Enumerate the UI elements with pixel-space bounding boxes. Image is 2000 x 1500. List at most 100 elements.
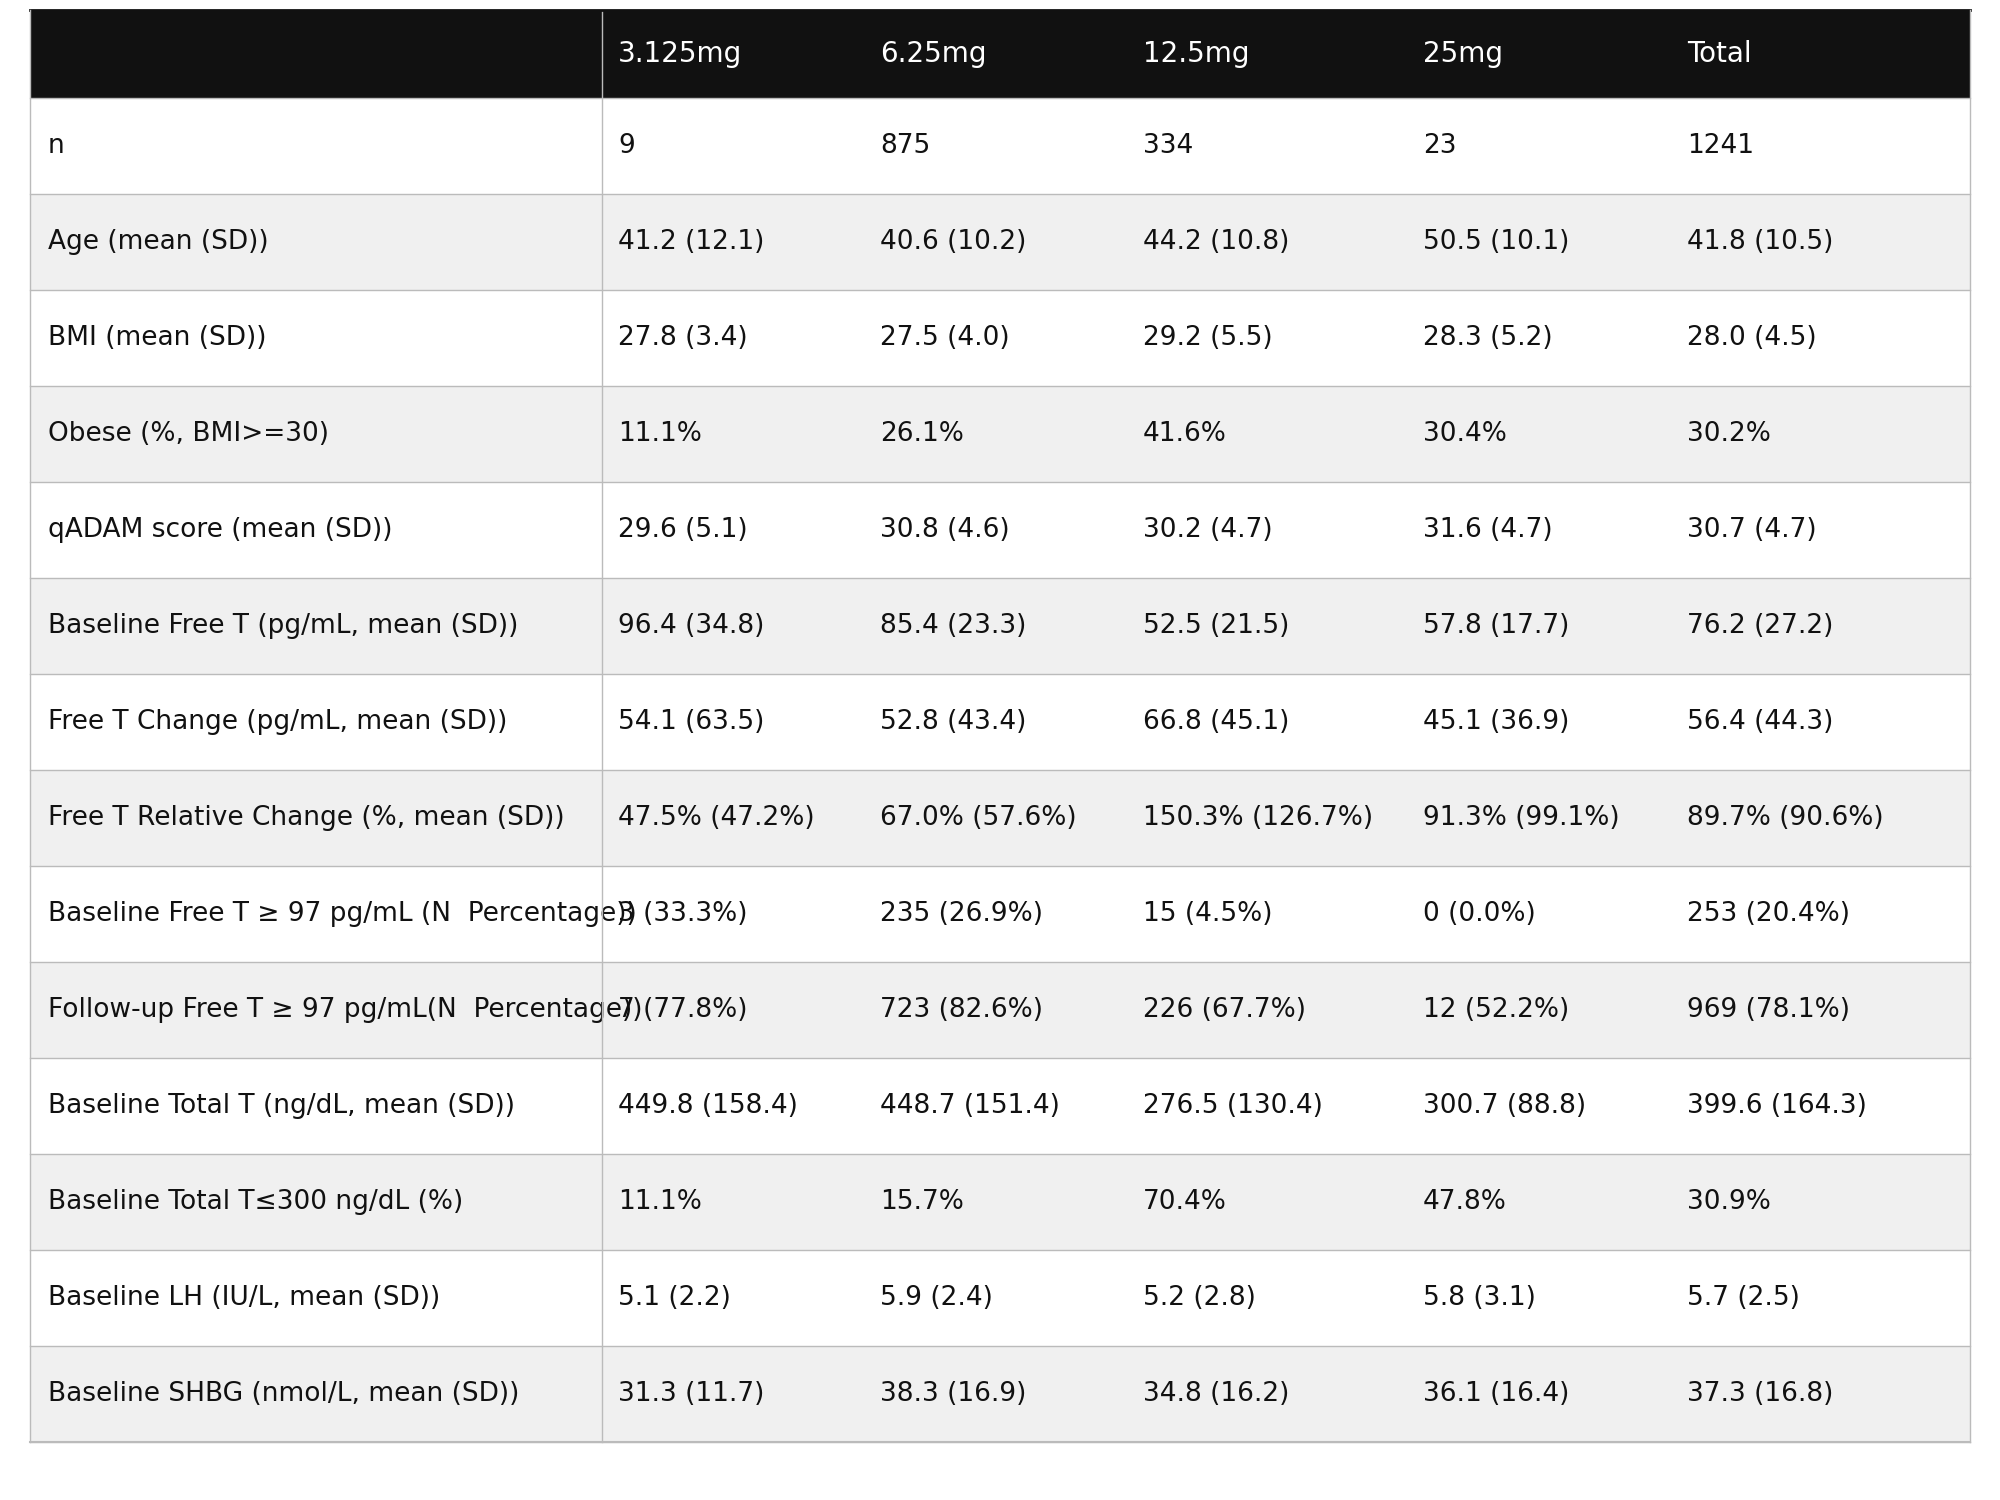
- Text: 52.5 (21.5): 52.5 (21.5): [1142, 614, 1290, 639]
- Text: 399.6 (164.3): 399.6 (164.3): [1688, 1094, 1868, 1119]
- Bar: [30, 962, 1970, 1058]
- Text: 875: 875: [880, 134, 930, 159]
- Text: 253 (20.4%): 253 (20.4%): [1688, 902, 1850, 927]
- Text: Age (mean (SD)): Age (mean (SD)): [48, 230, 268, 255]
- Bar: [30, 1058, 1970, 1154]
- Text: 5.7 (2.5): 5.7 (2.5): [1688, 1286, 1800, 1311]
- Text: 85.4 (23.3): 85.4 (23.3): [880, 614, 1026, 639]
- Bar: [30, 578, 1970, 674]
- Text: 41.2 (12.1): 41.2 (12.1): [618, 230, 764, 255]
- Text: 5.2 (2.8): 5.2 (2.8): [1142, 1286, 1256, 1311]
- Text: 5.9 (2.4): 5.9 (2.4): [880, 1286, 992, 1311]
- Text: Baseline Total T≤300 ng/dL (%): Baseline Total T≤300 ng/dL (%): [48, 1190, 464, 1215]
- Bar: [30, 98, 1970, 194]
- Text: 30.2%: 30.2%: [1688, 422, 1772, 447]
- Text: 52.8 (43.4): 52.8 (43.4): [880, 710, 1026, 735]
- Bar: [30, 10, 1970, 98]
- Text: 23: 23: [1424, 134, 1456, 159]
- Text: 41.8 (10.5): 41.8 (10.5): [1688, 230, 1834, 255]
- Text: 7 (77.8%): 7 (77.8%): [618, 998, 748, 1023]
- Text: 31.6 (4.7): 31.6 (4.7): [1424, 518, 1552, 543]
- Text: 6.25mg: 6.25mg: [880, 40, 986, 68]
- Text: 25mg: 25mg: [1424, 40, 1504, 68]
- Text: 44.2 (10.8): 44.2 (10.8): [1142, 230, 1290, 255]
- Text: Free T Change (pg/mL, mean (SD)): Free T Change (pg/mL, mean (SD)): [48, 710, 508, 735]
- Text: 3 (33.3%): 3 (33.3%): [618, 902, 748, 927]
- Text: 5.1 (2.2): 5.1 (2.2): [618, 1286, 730, 1311]
- Text: 54.1 (63.5): 54.1 (63.5): [618, 710, 764, 735]
- Text: 723 (82.6%): 723 (82.6%): [880, 998, 1042, 1023]
- Text: 235 (26.9%): 235 (26.9%): [880, 902, 1042, 927]
- Text: 150.3% (126.7%): 150.3% (126.7%): [1142, 806, 1374, 831]
- Text: 31.3 (11.7): 31.3 (11.7): [618, 1382, 764, 1407]
- Text: Follow-up Free T ≥ 97 pg/mL(N  Percentage)): Follow-up Free T ≥ 97 pg/mL(N Percentage…: [48, 998, 642, 1023]
- Text: 5.8 (3.1): 5.8 (3.1): [1424, 1286, 1536, 1311]
- Text: 1241: 1241: [1688, 134, 1754, 159]
- Bar: [30, 386, 1970, 482]
- Text: 40.6 (10.2): 40.6 (10.2): [880, 230, 1026, 255]
- Text: 28.3 (5.2): 28.3 (5.2): [1424, 326, 1552, 351]
- Text: 96.4 (34.8): 96.4 (34.8): [618, 614, 764, 639]
- Text: 300.7 (88.8): 300.7 (88.8): [1424, 1094, 1586, 1119]
- Text: qADAM score (mean (SD)): qADAM score (mean (SD)): [48, 518, 392, 543]
- Text: 50.5 (10.1): 50.5 (10.1): [1424, 230, 1570, 255]
- Text: 66.8 (45.1): 66.8 (45.1): [1142, 710, 1290, 735]
- Text: 449.8 (158.4): 449.8 (158.4): [618, 1094, 798, 1119]
- Text: 89.7% (90.6%): 89.7% (90.6%): [1688, 806, 1884, 831]
- Text: Free T Relative Change (%, mean (SD)): Free T Relative Change (%, mean (SD)): [48, 806, 564, 831]
- Text: 36.1 (16.4): 36.1 (16.4): [1424, 1382, 1570, 1407]
- Text: 27.5 (4.0): 27.5 (4.0): [880, 326, 1010, 351]
- Bar: [30, 194, 1970, 290]
- Text: 30.9%: 30.9%: [1688, 1190, 1772, 1215]
- Text: 15.7%: 15.7%: [880, 1190, 964, 1215]
- Text: 0 (0.0%): 0 (0.0%): [1424, 902, 1536, 927]
- Text: BMI (mean (SD)): BMI (mean (SD)): [48, 326, 266, 351]
- Text: 56.4 (44.3): 56.4 (44.3): [1688, 710, 1834, 735]
- Text: 226 (67.7%): 226 (67.7%): [1142, 998, 1306, 1023]
- Bar: [30, 674, 1970, 770]
- Text: 70.4%: 70.4%: [1142, 1190, 1226, 1215]
- Text: Obese (%, BMI>=30): Obese (%, BMI>=30): [48, 422, 328, 447]
- Text: n: n: [48, 134, 64, 159]
- Text: Total: Total: [1688, 40, 1752, 68]
- Bar: [30, 1346, 1970, 1442]
- Text: 67.0% (57.6%): 67.0% (57.6%): [880, 806, 1076, 831]
- Bar: [30, 865, 1970, 962]
- Text: Baseline Total T (ng/dL, mean (SD)): Baseline Total T (ng/dL, mean (SD)): [48, 1094, 516, 1119]
- Text: 30.2 (4.7): 30.2 (4.7): [1142, 518, 1272, 543]
- Text: 76.2 (27.2): 76.2 (27.2): [1688, 614, 1834, 639]
- Text: 38.3 (16.9): 38.3 (16.9): [880, 1382, 1026, 1407]
- Text: 45.1 (36.9): 45.1 (36.9): [1424, 710, 1570, 735]
- Text: 47.5% (47.2%): 47.5% (47.2%): [618, 806, 814, 831]
- Text: 28.0 (4.5): 28.0 (4.5): [1688, 326, 1816, 351]
- Text: 30.7 (4.7): 30.7 (4.7): [1688, 518, 1816, 543]
- Text: 26.1%: 26.1%: [880, 422, 964, 447]
- Text: 276.5 (130.4): 276.5 (130.4): [1142, 1094, 1322, 1119]
- Bar: [30, 482, 1970, 578]
- Text: 41.6%: 41.6%: [1142, 422, 1226, 447]
- Bar: [30, 1154, 1970, 1250]
- Text: Baseline LH (IU/L, mean (SD)): Baseline LH (IU/L, mean (SD)): [48, 1286, 440, 1311]
- Text: 34.8 (16.2): 34.8 (16.2): [1142, 1382, 1290, 1407]
- Text: 57.8 (17.7): 57.8 (17.7): [1424, 614, 1570, 639]
- Text: Baseline Free T (pg/mL, mean (SD)): Baseline Free T (pg/mL, mean (SD)): [48, 614, 518, 639]
- Text: 12.5mg: 12.5mg: [1142, 40, 1250, 68]
- Text: 27.8 (3.4): 27.8 (3.4): [618, 326, 748, 351]
- Text: 3.125mg: 3.125mg: [618, 40, 742, 68]
- Text: 30.8 (4.6): 30.8 (4.6): [880, 518, 1010, 543]
- Text: 11.1%: 11.1%: [618, 1190, 702, 1215]
- Text: 334: 334: [1142, 134, 1194, 159]
- Text: 30.4%: 30.4%: [1424, 422, 1506, 447]
- Text: 15 (4.5%): 15 (4.5%): [1142, 902, 1272, 927]
- Text: 91.3% (99.1%): 91.3% (99.1%): [1424, 806, 1620, 831]
- Text: Baseline SHBG (nmol/L, mean (SD)): Baseline SHBG (nmol/L, mean (SD)): [48, 1382, 520, 1407]
- Text: Baseline Free T ≥ 97 pg/mL (N  Percentage)): Baseline Free T ≥ 97 pg/mL (N Percentage…: [48, 902, 636, 927]
- Text: 448.7 (151.4): 448.7 (151.4): [880, 1094, 1060, 1119]
- Text: 11.1%: 11.1%: [618, 422, 702, 447]
- Text: 9: 9: [618, 134, 634, 159]
- Text: 29.2 (5.5): 29.2 (5.5): [1142, 326, 1272, 351]
- Text: 47.8%: 47.8%: [1424, 1190, 1506, 1215]
- Text: 37.3 (16.8): 37.3 (16.8): [1688, 1382, 1834, 1407]
- Text: 12 (52.2%): 12 (52.2%): [1424, 998, 1570, 1023]
- Bar: [30, 290, 1970, 386]
